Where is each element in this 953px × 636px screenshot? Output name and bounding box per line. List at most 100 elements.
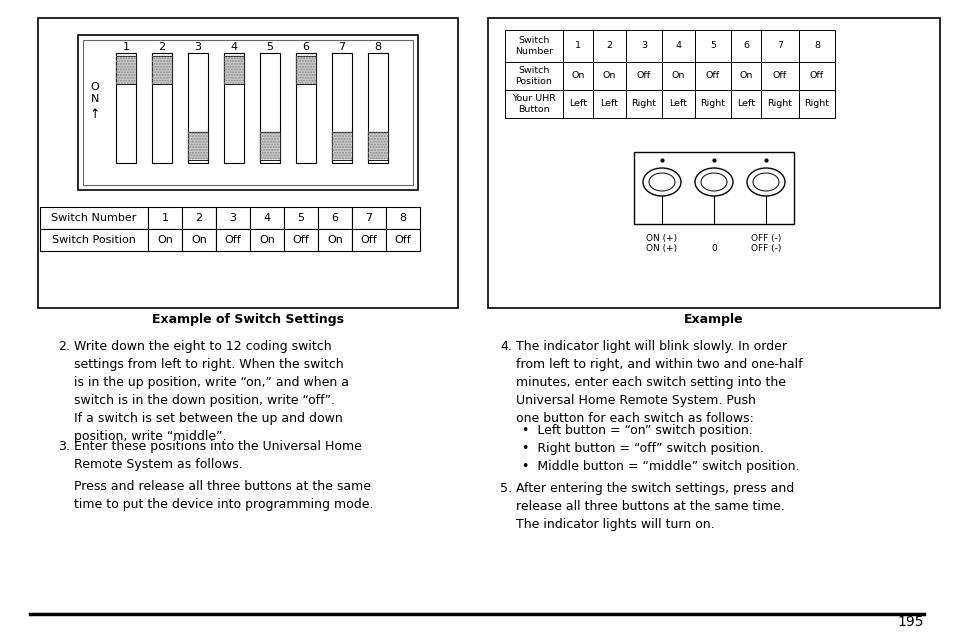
Text: 8: 8 (374, 42, 381, 52)
Text: Enter these positions into the Universal Home
Remote System as follows.: Enter these positions into the Universal… (74, 440, 361, 471)
Bar (562, 90, 593, 118)
Text: 6: 6 (742, 41, 748, 50)
Bar (562, 30, 593, 62)
Bar (224, 53, 244, 163)
Text: 5: 5 (266, 42, 274, 52)
Bar (152, 57, 171, 83)
Text: Example: Example (683, 314, 743, 326)
Text: Off: Off (772, 71, 786, 81)
Text: 3.: 3. (58, 440, 70, 453)
Bar (488, 18, 939, 308)
Text: On: On (157, 235, 172, 245)
Text: ON (+): ON (+) (646, 244, 677, 253)
Text: Left: Left (599, 99, 618, 109)
Bar (625, 90, 661, 118)
Bar (695, 30, 730, 62)
Bar (799, 30, 834, 62)
Text: 8: 8 (399, 213, 406, 223)
Ellipse shape (700, 173, 726, 191)
Bar (730, 90, 760, 118)
Bar (296, 57, 314, 83)
Bar (225, 57, 243, 83)
Text: N: N (91, 94, 99, 104)
Bar (332, 132, 352, 160)
Text: The indicator light will blink slowly. In order
from left to right, and within t: The indicator light will blink slowly. I… (516, 340, 801, 425)
Text: Off: Off (224, 235, 241, 245)
Text: 4: 4 (675, 41, 680, 50)
Bar (188, 132, 208, 160)
Text: On: On (602, 71, 616, 81)
Text: Right: Right (767, 99, 792, 109)
Bar (634, 152, 793, 224)
Bar (504, 62, 562, 90)
Bar (799, 90, 834, 118)
Text: On: On (327, 235, 342, 245)
Bar (215, 207, 250, 229)
Text: Switch
Number: Switch Number (515, 36, 553, 56)
Bar (332, 53, 352, 163)
Text: On: On (671, 71, 684, 81)
Bar (117, 57, 135, 83)
Bar (504, 90, 562, 118)
Text: 195: 195 (897, 615, 923, 629)
Text: After entering the switch settings, press and
release all three buttons at the s: After entering the switch settings, pres… (516, 482, 794, 531)
Ellipse shape (746, 168, 784, 196)
Bar (695, 62, 730, 90)
Bar (386, 229, 419, 251)
Text: ↑: ↑ (90, 109, 100, 121)
Bar (152, 56, 172, 84)
Bar (261, 133, 278, 159)
Bar (116, 56, 136, 84)
Bar (562, 62, 593, 90)
Bar (760, 30, 799, 62)
Text: Right: Right (803, 99, 828, 109)
Text: 2: 2 (606, 41, 612, 50)
Text: •  Right button = “off” switch position.: • Right button = “off” switch position. (521, 442, 763, 455)
Text: Off: Off (395, 235, 411, 245)
Bar (386, 207, 419, 229)
Bar (148, 229, 182, 251)
Text: Switch Number: Switch Number (51, 213, 136, 223)
Bar (250, 229, 284, 251)
Text: Left: Left (737, 99, 754, 109)
Text: 6: 6 (302, 42, 309, 52)
Bar (148, 207, 182, 229)
Text: Switch Position: Switch Position (52, 235, 135, 245)
Text: •  Middle button = “middle” switch position.: • Middle button = “middle” switch positi… (521, 460, 799, 473)
Text: Your UHR
Button: Your UHR Button (512, 94, 556, 114)
Text: Off: Off (360, 235, 377, 245)
Text: 5.: 5. (499, 482, 512, 495)
Text: Off: Off (293, 235, 309, 245)
Text: 5: 5 (297, 213, 304, 223)
Bar (504, 30, 562, 62)
Text: Left: Left (568, 99, 586, 109)
Bar (189, 133, 207, 159)
Text: 8: 8 (813, 41, 820, 50)
Text: 2: 2 (158, 42, 166, 52)
Bar (152, 53, 172, 163)
Text: On: On (191, 235, 207, 245)
Bar (40, 207, 148, 229)
Text: On: On (571, 71, 584, 81)
Bar (260, 132, 280, 160)
Text: 1: 1 (122, 42, 130, 52)
Ellipse shape (642, 168, 680, 196)
Text: 2.: 2. (58, 340, 70, 353)
Ellipse shape (752, 173, 779, 191)
Bar (215, 229, 250, 251)
Text: 1: 1 (161, 213, 169, 223)
Bar (661, 90, 695, 118)
Bar (760, 62, 799, 90)
Bar (116, 53, 136, 163)
Bar (250, 207, 284, 229)
Text: Off: Off (809, 71, 823, 81)
Bar (352, 229, 386, 251)
Bar (182, 207, 215, 229)
Bar (116, 56, 136, 84)
Text: On: On (259, 235, 274, 245)
Text: 6: 6 (331, 213, 338, 223)
Bar (593, 30, 625, 62)
Bar (332, 132, 352, 160)
Text: 3: 3 (640, 41, 646, 50)
Text: OFF (-): OFF (-) (750, 234, 781, 243)
